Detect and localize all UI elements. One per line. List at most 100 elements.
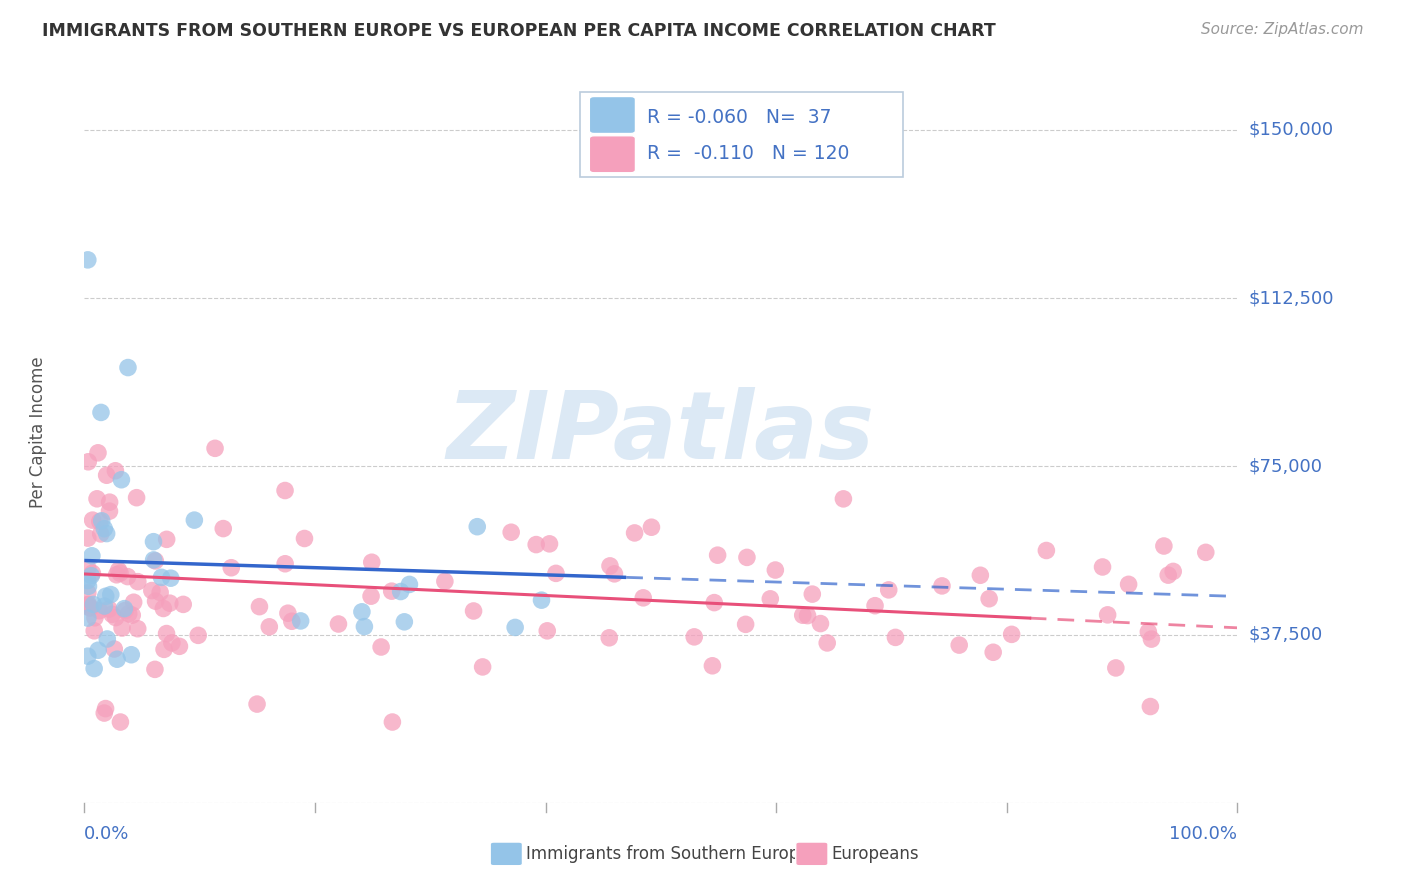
Text: Per Capita Income: Per Capita Income bbox=[30, 357, 48, 508]
Point bbox=[89, 604, 111, 618]
Text: $37,500: $37,500 bbox=[1249, 625, 1323, 643]
Point bbox=[160, 636, 183, 650]
Point bbox=[277, 606, 299, 620]
FancyBboxPatch shape bbox=[589, 96, 636, 134]
Point bbox=[948, 638, 970, 652]
Point bbox=[1161, 565, 1184, 579]
Point bbox=[249, 599, 271, 614]
Point bbox=[259, 620, 281, 634]
Point bbox=[149, 585, 172, 599]
Point bbox=[796, 608, 818, 623]
Point bbox=[863, 599, 886, 613]
Point bbox=[246, 697, 269, 711]
Point bbox=[1137, 624, 1160, 639]
Text: IMMIGRANTS FROM SOUTHERN EUROPE VS EUROPEAN PER CAPITA INCOME CORRELATION CHART: IMMIGRANTS FROM SOUTHERN EUROPE VS EUROP… bbox=[42, 22, 995, 40]
Point bbox=[360, 589, 382, 603]
Point bbox=[101, 607, 124, 622]
Point bbox=[810, 616, 832, 631]
Point bbox=[89, 515, 111, 529]
FancyBboxPatch shape bbox=[581, 92, 903, 178]
Point bbox=[877, 582, 900, 597]
Point bbox=[87, 446, 110, 460]
Point bbox=[80, 568, 103, 582]
Point bbox=[501, 525, 523, 540]
Point bbox=[599, 558, 621, 573]
Point bbox=[969, 568, 991, 582]
FancyBboxPatch shape bbox=[589, 136, 636, 173]
Point bbox=[219, 560, 242, 574]
Point bbox=[145, 594, 167, 608]
Point bbox=[274, 483, 297, 498]
Point bbox=[76, 574, 98, 588]
Point bbox=[815, 636, 838, 650]
Point bbox=[98, 495, 121, 509]
Point bbox=[294, 532, 316, 546]
Point bbox=[360, 555, 382, 569]
Point bbox=[328, 617, 350, 632]
Point bbox=[105, 567, 128, 582]
Point bbox=[1139, 699, 1161, 714]
Point bbox=[153, 642, 176, 657]
Point bbox=[117, 569, 139, 583]
Point bbox=[141, 583, 163, 598]
Point bbox=[389, 584, 412, 599]
Point bbox=[150, 570, 173, 584]
Point bbox=[96, 526, 118, 541]
Point bbox=[538, 537, 561, 551]
Point bbox=[212, 522, 235, 536]
FancyBboxPatch shape bbox=[796, 842, 828, 866]
Point bbox=[503, 620, 526, 634]
Point bbox=[159, 596, 181, 610]
Text: R =  -0.110   N = 120: R = -0.110 N = 120 bbox=[647, 144, 849, 163]
Point bbox=[353, 619, 375, 633]
Point bbox=[142, 553, 165, 567]
Point bbox=[76, 531, 98, 545]
Point bbox=[792, 608, 814, 623]
Text: R = -0.060   N=  37: R = -0.060 N= 37 bbox=[647, 108, 831, 127]
Point bbox=[981, 645, 1004, 659]
Point bbox=[76, 586, 98, 600]
Point bbox=[350, 605, 373, 619]
Point bbox=[76, 561, 98, 575]
Point bbox=[801, 587, 824, 601]
Point bbox=[93, 599, 115, 613]
Point bbox=[93, 522, 115, 536]
Point bbox=[159, 571, 181, 585]
Point bbox=[143, 554, 166, 568]
Text: Source: ZipAtlas.com: Source: ZipAtlas.com bbox=[1201, 22, 1364, 37]
Point bbox=[118, 607, 141, 621]
Point bbox=[1035, 543, 1057, 558]
Point bbox=[381, 714, 404, 729]
Point bbox=[759, 591, 782, 606]
Point bbox=[1097, 607, 1119, 622]
Point bbox=[76, 252, 98, 267]
Text: Europeans: Europeans bbox=[831, 845, 920, 863]
Point bbox=[79, 600, 101, 615]
Point bbox=[127, 622, 149, 636]
Point bbox=[90, 405, 112, 419]
Point bbox=[104, 464, 127, 478]
Point bbox=[103, 642, 125, 657]
Point bbox=[1105, 661, 1128, 675]
Point bbox=[703, 596, 725, 610]
Point bbox=[77, 455, 100, 469]
Point bbox=[77, 598, 100, 612]
Point bbox=[702, 658, 724, 673]
Point bbox=[640, 520, 662, 534]
Point bbox=[110, 714, 132, 729]
Point bbox=[603, 566, 626, 581]
Point bbox=[96, 632, 118, 646]
Point bbox=[94, 701, 117, 715]
Point bbox=[117, 360, 139, 375]
Point bbox=[111, 621, 134, 635]
Point bbox=[187, 628, 209, 642]
Point bbox=[433, 574, 456, 589]
Point bbox=[142, 534, 165, 549]
Point bbox=[832, 491, 855, 506]
Point bbox=[122, 595, 145, 609]
Text: ZIPatlas: ZIPatlas bbox=[447, 386, 875, 479]
Point bbox=[110, 473, 132, 487]
Point bbox=[763, 563, 786, 577]
Point bbox=[86, 491, 108, 506]
Point bbox=[370, 640, 392, 654]
